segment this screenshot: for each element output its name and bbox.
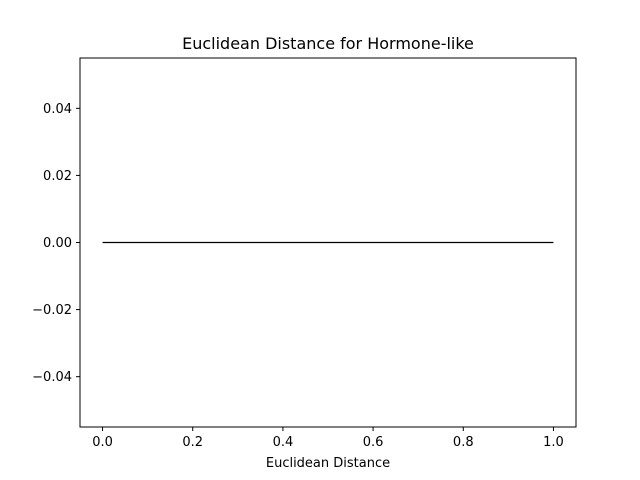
x-tick-label: 0.2	[182, 435, 203, 450]
x-tick-label: 0.8	[453, 435, 474, 450]
x-tick-label: 0.6	[363, 435, 384, 450]
y-tick-label: 0.00	[43, 236, 72, 251]
x-tick-label: 0.4	[273, 435, 294, 450]
y-axis: −0.04 −0.02 0.00 0.02 0.04	[32, 102, 80, 385]
y-tick-label: 0.02	[43, 169, 72, 184]
chart-title: Euclidean Distance for Hormone-like	[182, 34, 474, 53]
x-axis: 0.0 0.2 0.4 0.6 0.8 1.0	[92, 427, 564, 450]
x-axis-label: Euclidean Distance	[266, 456, 390, 471]
x-tick-label: 1.0	[543, 435, 564, 450]
plot-frame	[79, 57, 577, 428]
y-tick-label: −0.04	[32, 370, 72, 385]
x-tick-label: 0.0	[92, 435, 113, 450]
y-tick-label: 0.04	[43, 102, 72, 117]
y-tick-label: −0.02	[32, 303, 72, 318]
